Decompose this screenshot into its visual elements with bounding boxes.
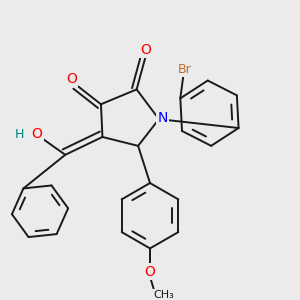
Text: N: N: [157, 111, 168, 124]
Text: O: O: [145, 265, 155, 279]
Text: CH₃: CH₃: [153, 290, 174, 300]
Text: O: O: [66, 72, 77, 86]
Text: H: H: [14, 128, 24, 141]
Text: O: O: [140, 43, 151, 57]
Text: Br: Br: [178, 63, 192, 76]
Text: O: O: [32, 127, 43, 141]
